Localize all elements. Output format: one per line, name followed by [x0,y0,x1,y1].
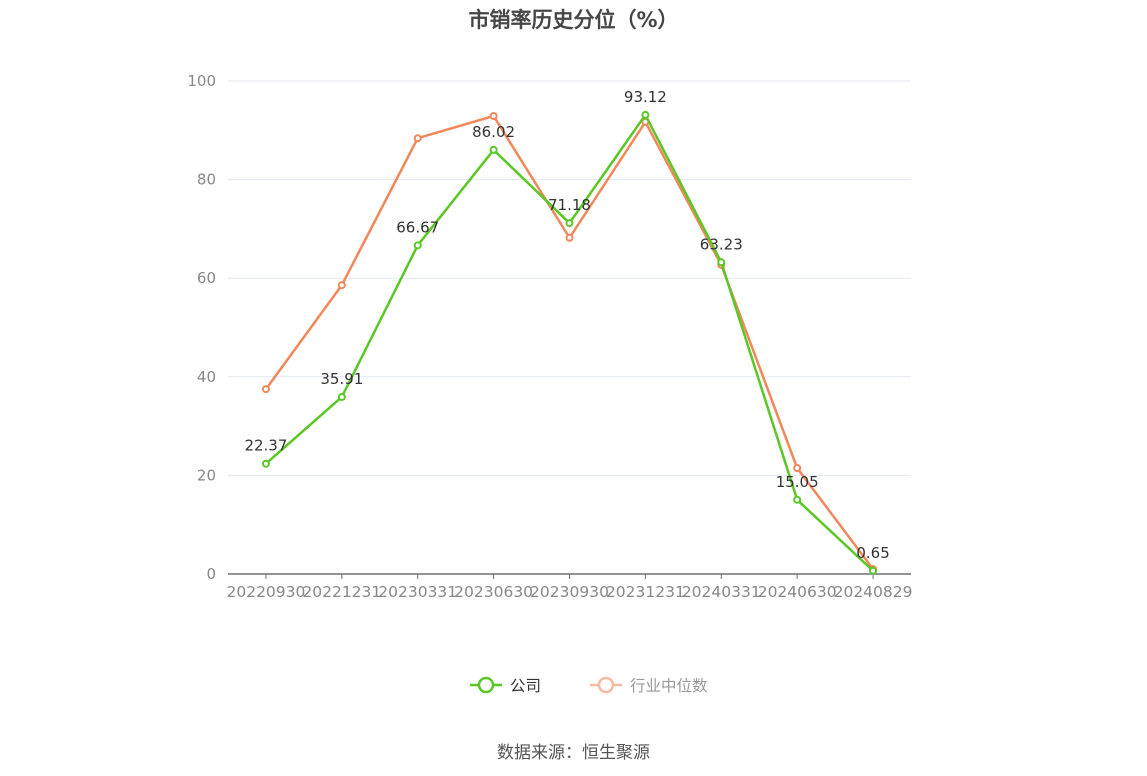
data-point[interactable] [565,233,574,242]
y-tick-label: 80 [197,171,216,189]
data-point[interactable] [641,110,650,119]
x-tick-label: 20230331 [378,583,457,601]
data-point[interactable] [869,566,878,575]
y-tick-label: 40 [197,368,216,386]
series-lines [261,110,878,575]
data-point[interactable] [489,145,498,154]
data-label: 63.23 [700,235,743,253]
legend-item-company[interactable]: 公司 [470,676,541,695]
data-label: 93.12 [624,88,667,106]
company-series [261,110,878,575]
data-label: 71.18 [548,196,591,214]
legend-marker-icon [597,676,615,694]
data-point[interactable] [793,464,802,473]
chart-title: 市销率历史分位（%） [468,8,679,32]
x-tick-label: 20230630 [454,583,533,601]
y-tick-label: 20 [197,466,216,484]
x-tick-label: 20240630 [758,583,837,601]
data-label: 66.67 [396,218,439,236]
y-tick-label: 100 [187,72,216,90]
industry-median-series [261,112,878,574]
data-point[interactable] [337,281,346,290]
legend-label: 行业中位数 [630,677,708,695]
x-tick-label: 20220930 [226,583,305,601]
x-tick-label: 20221231 [302,583,381,601]
grid-lines [228,80,911,476]
x-tick-label: 20230930 [530,583,609,601]
data-point[interactable] [337,392,346,401]
data-point[interactable] [717,258,726,267]
x-tick-label: 20231231 [606,583,685,601]
data-label: 0.65 [856,544,889,562]
y-tick-label: 60 [197,269,216,287]
data-point[interactable] [793,495,802,504]
legend[interactable]: 公司 行业中位数 [470,676,708,695]
data-label: 15.05 [776,473,819,491]
x-tick-label: 20240829 [834,583,913,601]
y-axis-ticks: 0 20 40 60 80 100 [187,72,216,583]
legend-label: 公司 [510,677,541,695]
data-label: 86.02 [472,123,515,141]
x-axis: 2022093020221231202303312023063020230930… [226,573,913,601]
data-point[interactable] [261,459,270,468]
y-tick-label: 0 [206,565,216,583]
x-tick-label: 20240331 [682,583,761,601]
data-point[interactable] [489,112,498,121]
data-source-note: 数据来源：恒生聚源 [497,743,650,763]
data-label: 22.37 [244,437,287,455]
data-point[interactable] [413,241,422,250]
data-labels: 22.37 35.91 66.67 86.02 71.18 93.12 63.23 15.05… [244,88,889,562]
data-point[interactable] [565,219,574,228]
data-point[interactable] [413,134,422,143]
legend-item-industry-median[interactable]: 行业中位数 [590,676,708,695]
data-label: 35.91 [320,370,363,388]
data-point[interactable] [261,385,270,394]
legend-marker-icon [477,676,495,694]
